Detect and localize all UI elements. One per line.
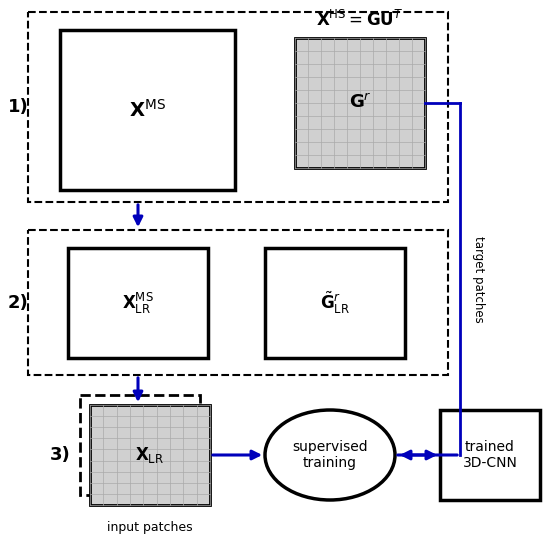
- Bar: [440, 410, 540, 500]
- Text: 3): 3): [50, 446, 71, 464]
- Text: $\tilde{\mathbf{G}}^{r}_{\mathrm{LR}}$: $\tilde{\mathbf{G}}^{r}_{\mathrm{LR}}$: [320, 290, 350, 316]
- Bar: [80, 395, 200, 495]
- Text: $\mathbf{G}^{r}$: $\mathbf{G}^{r}$: [349, 94, 371, 113]
- Text: $\mathbf{X}_{\mathrm{LR}}$: $\mathbf{X}_{\mathrm{LR}}$: [136, 445, 165, 465]
- Ellipse shape: [265, 410, 395, 500]
- Text: target patches: target patches: [472, 236, 485, 322]
- Text: 2): 2): [8, 294, 29, 311]
- Text: $\mathbf{X}^{\mathrm{HS}} = \mathbf{G}\mathbf{U}^{T}$: $\mathbf{X}^{\mathrm{HS}} = \mathbf{G}\m…: [316, 10, 404, 30]
- Bar: [68, 248, 208, 358]
- Bar: [28, 12, 448, 202]
- Bar: [265, 248, 405, 358]
- Text: 1): 1): [8, 98, 29, 116]
- Bar: [28, 230, 448, 375]
- Text: trained
3D-CNN: trained 3D-CNN: [463, 440, 518, 470]
- Text: input patches: input patches: [107, 521, 193, 534]
- Text: $\mathbf{X}^{\mathrm{MS}}_{\mathrm{LR}}$: $\mathbf{X}^{\mathrm{MS}}_{\mathrm{LR}}$: [122, 291, 154, 316]
- Text: supervised
training: supervised training: [292, 440, 368, 470]
- Bar: [90, 405, 210, 505]
- Bar: [295, 38, 425, 168]
- Text: $\mathbf{X}^{\mathrm{MS}}$: $\mathbf{X}^{\mathrm{MS}}$: [129, 99, 166, 121]
- Bar: [60, 30, 235, 190]
